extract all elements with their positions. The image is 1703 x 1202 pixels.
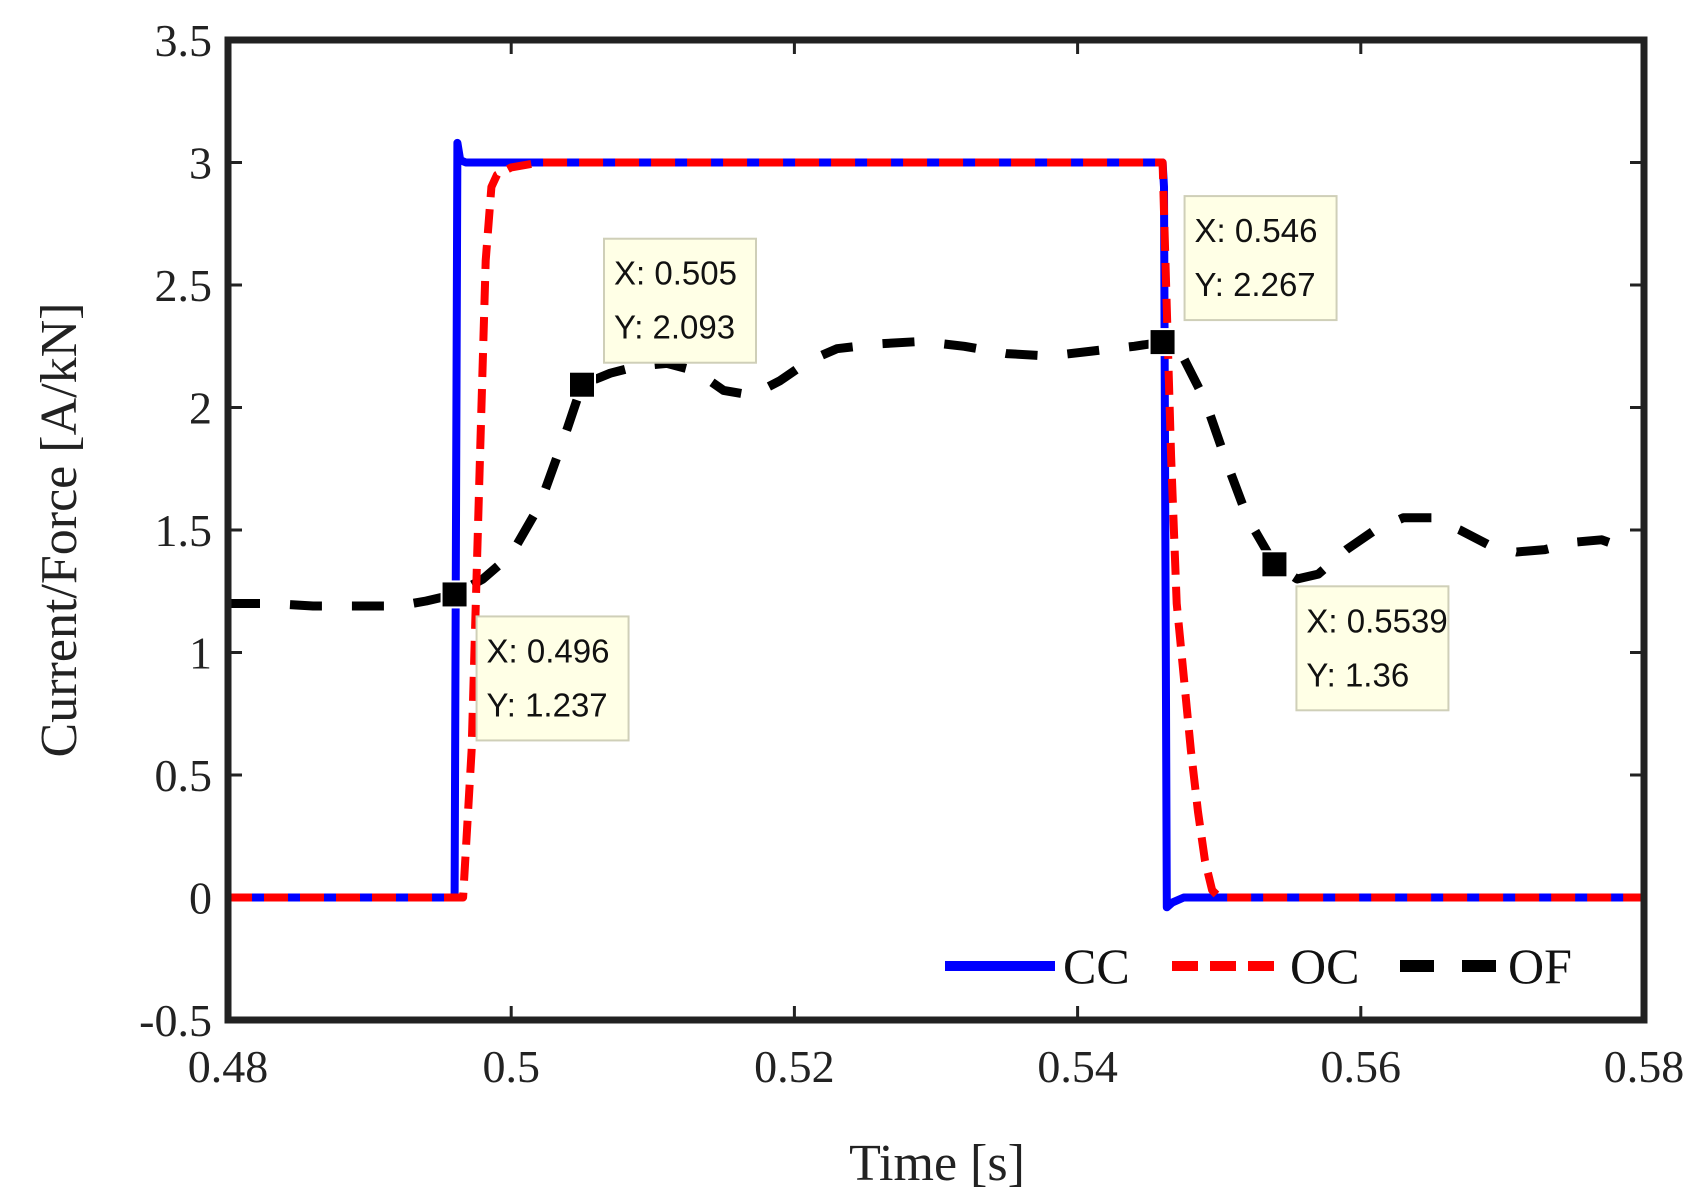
datatip-y-label: Y: 1.237	[487, 686, 608, 723]
datatip-box: X: 0.5539 Y: 1.36	[1295, 585, 1450, 712]
series-line-cc	[228, 138, 1644, 912]
series-line-of	[228, 336, 1618, 611]
legend-label-cc: CC	[1063, 938, 1130, 994]
datatip-y-label: Y: 2.267	[1195, 266, 1316, 303]
datatip-marker[interactable]	[1260, 550, 1289, 579]
y-tick-label: 0.5	[155, 750, 213, 801]
series-layer	[228, 138, 1644, 912]
datatip-background	[1183, 195, 1338, 322]
datatip-background	[603, 237, 757, 364]
x-tick-label: 0.54	[1037, 1041, 1118, 1092]
y-tick-label: 0	[189, 873, 212, 924]
tick-labels: 0.48 0.5 0.52 0.54 0.56 0.58 -0.5 0 0.5 1 1.5 2 2.5 3…	[139, 15, 1684, 1092]
x-tick-label: 0.52	[754, 1041, 835, 1092]
datatip-x-label: X: 0.546	[1195, 212, 1318, 249]
datatip-marker[interactable]	[568, 370, 596, 399]
datatip-markers	[440, 328, 1289, 609]
legend-label-of: OF	[1508, 938, 1572, 994]
x-tick-label: 0.56	[1321, 1041, 1402, 1092]
x-tick-label: 0.5	[482, 1041, 540, 1092]
y-tick-label: 3.5	[155, 15, 213, 66]
x-tick-label: 0.58	[1604, 1041, 1685, 1092]
datatips: X: 0.496 Y: 1.237 X: 0.505 Y: 2.093 X: 0.546…	[475, 195, 1450, 742]
datatip-box: X: 0.546 Y: 2.267	[1183, 195, 1338, 322]
datatip-background	[475, 615, 630, 742]
legend: CC OC OF	[945, 938, 1572, 994]
datatip-x-label: X: 0.5539	[1306, 602, 1447, 639]
y-tick-label: 1.5	[155, 505, 213, 556]
y-tick-label: 2	[189, 383, 212, 434]
datatip-box: X: 0.496 Y: 1.237	[475, 615, 630, 742]
datatip-background	[1295, 585, 1450, 712]
legend-label-oc: OC	[1290, 938, 1359, 994]
x-axis-title: Time [s]	[849, 1135, 1025, 1192]
datatip-x-label: X: 0.505	[614, 255, 737, 292]
datatip-marker[interactable]	[440, 580, 469, 609]
y-tick-label: 1	[189, 628, 212, 679]
y-tick-label: -0.5	[139, 995, 212, 1046]
datatip-marker[interactable]	[1148, 328, 1177, 357]
series-line-oc	[228, 158, 1644, 902]
x-tick-label: 0.48	[188, 1041, 269, 1092]
datatip-x-label: X: 0.496	[487, 632, 610, 669]
y-tick-label: 3	[189, 138, 212, 189]
y-axis-title: Current/Force [A/kN]	[31, 303, 88, 758]
datatip-y-label: Y: 2.093	[614, 309, 735, 346]
y-tick-label: 2.5	[155, 260, 213, 311]
datatip-box: X: 0.505 Y: 2.093	[603, 237, 757, 364]
datatip-y-label: Y: 1.36	[1306, 656, 1409, 693]
axes-frame	[224, 36, 1648, 1024]
